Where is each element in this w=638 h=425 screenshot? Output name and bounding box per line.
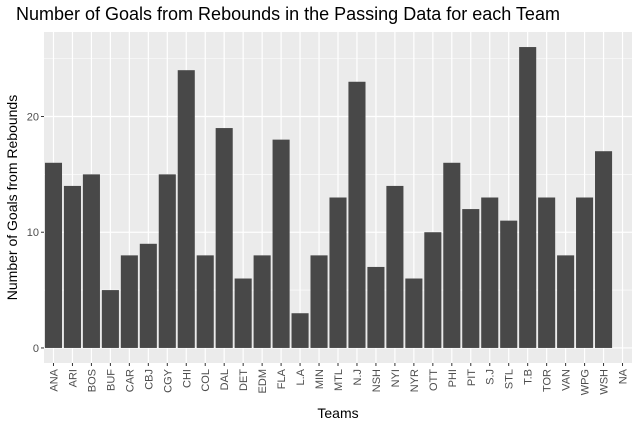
bar-bos [82,174,100,348]
x-tick-label: NSH [371,369,383,392]
bar-nj [348,81,366,348]
bars [44,47,613,348]
x-tick-label: VAN [561,369,573,391]
bar-la [291,313,309,348]
bar-ana [44,162,63,348]
x-tick-label: DAL [219,369,231,390]
x-tick-label: NYI [390,369,402,387]
x-axis-title: Teams [317,405,358,421]
x-tick-label: PHI [447,369,459,387]
x-tick-label: BUF [105,369,117,391]
x-axis: ANA ARI BOS BUF CAR CBJ CGY CHI COL DAL DET EDM FLA L… [48,363,630,395]
x-tick-label: N.J [352,369,364,386]
x-tick-label: OTT [428,369,440,391]
bar-cgy [158,174,176,348]
y-axis-title: Number of Goals from Rebounds [4,95,20,300]
x-tick-label: BOS [86,369,98,392]
x-tick-label: MIN [314,369,326,389]
x-tick-label: T.B [523,369,535,385]
x-tick-label: CGY [162,368,174,393]
x-tick-label: CAR [124,369,136,392]
bar-dal [215,128,233,348]
x-tick-label: FLA [276,368,288,389]
x-tick-label: EDM [257,369,269,393]
bar-det [234,278,252,348]
bar-cbj [139,243,157,348]
x-tick-label: L.A [295,368,307,385]
x-tick-label: ARI [67,369,79,387]
x-tick-label: STL [504,369,516,389]
bar-wsh [595,151,613,348]
bar-min [310,255,328,348]
bar-van [557,255,575,348]
bar-phi [443,162,461,348]
bar-ott [424,232,442,348]
bar-tor [538,197,556,348]
bar-sj [481,197,499,348]
y-tick-label: 0 [33,343,39,355]
x-tick-label: MTL [333,369,345,391]
bar-pit [462,209,480,348]
bar-car [120,255,138,348]
bar-nyi [386,185,404,348]
bar-chi [177,70,195,348]
x-tick-label: TOR [542,369,554,392]
x-tick-label: ANA [48,368,60,391]
y-axis: 0 10 20 [27,111,44,355]
bar-stl [500,220,518,348]
x-tick-label: PIT [466,369,478,386]
bar-nyr [405,278,423,348]
x-tick-label: WSH [599,369,611,395]
x-tick-label: S.J [485,369,497,385]
x-tick-label: NYR [409,369,421,392]
x-tick-label: WPG [580,369,592,395]
x-tick-label: CHI [181,369,193,388]
chart-title: Number of Goals from Rebounds in the Pas… [16,4,560,24]
bar-ari [63,185,81,348]
bar-tb [519,47,537,348]
bar-buf [101,290,119,348]
bar-col [196,255,214,348]
x-tick-label: CBJ [143,369,155,390]
x-tick-label: COL [200,369,212,392]
bar-fla [272,139,290,348]
x-tick-label: DET [238,369,250,391]
bar-edm [253,255,271,348]
y-tick-label: 20 [27,111,39,123]
bar-nsh [367,266,385,348]
bar-mtl [329,197,347,348]
x-tick-label: NA [618,368,630,384]
y-tick-label: 10 [27,227,39,239]
bar-wpg [576,197,594,348]
